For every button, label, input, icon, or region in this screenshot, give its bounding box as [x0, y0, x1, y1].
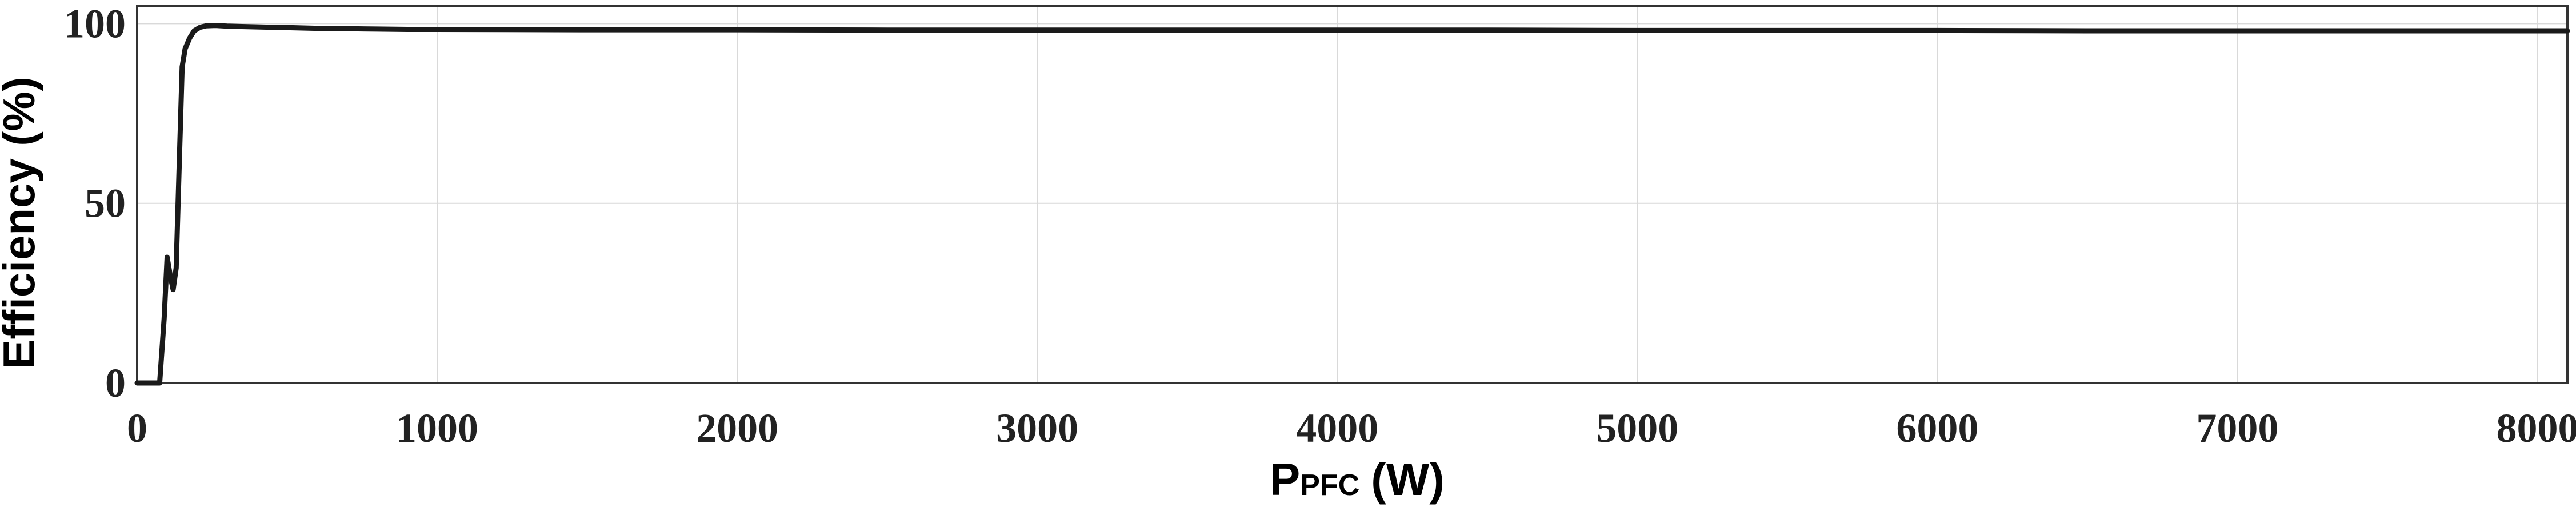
- efficiency-series-line: [134, 23, 2570, 386]
- y-tick-label: 50: [85, 181, 126, 226]
- x-axis-label-subscript: PFC: [1300, 469, 1359, 502]
- y-axis-label: Efficiency (%): [0, 77, 44, 369]
- x-axis-label-main: P: [1270, 454, 1300, 505]
- x-tick-label: 8000: [2496, 405, 2576, 451]
- y-tick-labels: 0 50 100: [64, 1, 126, 406]
- x-tick-label: 4000: [1296, 405, 1378, 451]
- plot-frame: [136, 5, 2569, 384]
- x-tick-label: 0: [127, 405, 147, 451]
- x-tick-label: 5000: [1596, 405, 1678, 451]
- y-tick-label: 100: [64, 1, 126, 46]
- x-tick-label: 2000: [696, 405, 778, 451]
- x-axis-label-unit: (W): [1371, 454, 1445, 505]
- x-tick-labels: 0 1000 2000 3000 4000 5000 6000 7000 8000: [127, 405, 2576, 451]
- y-tick-label: 0: [105, 360, 126, 406]
- x-tick-label: 7000: [2196, 405, 2278, 451]
- series-layer: [134, 23, 2570, 386]
- x-tick-label: 1000: [396, 405, 478, 451]
- x-tick-label: 3000: [996, 405, 1078, 451]
- x-axis-label: PPFC (W): [1270, 454, 1445, 505]
- grid-layer: [137, 6, 2567, 383]
- x-tick-label: 6000: [1896, 405, 1978, 451]
